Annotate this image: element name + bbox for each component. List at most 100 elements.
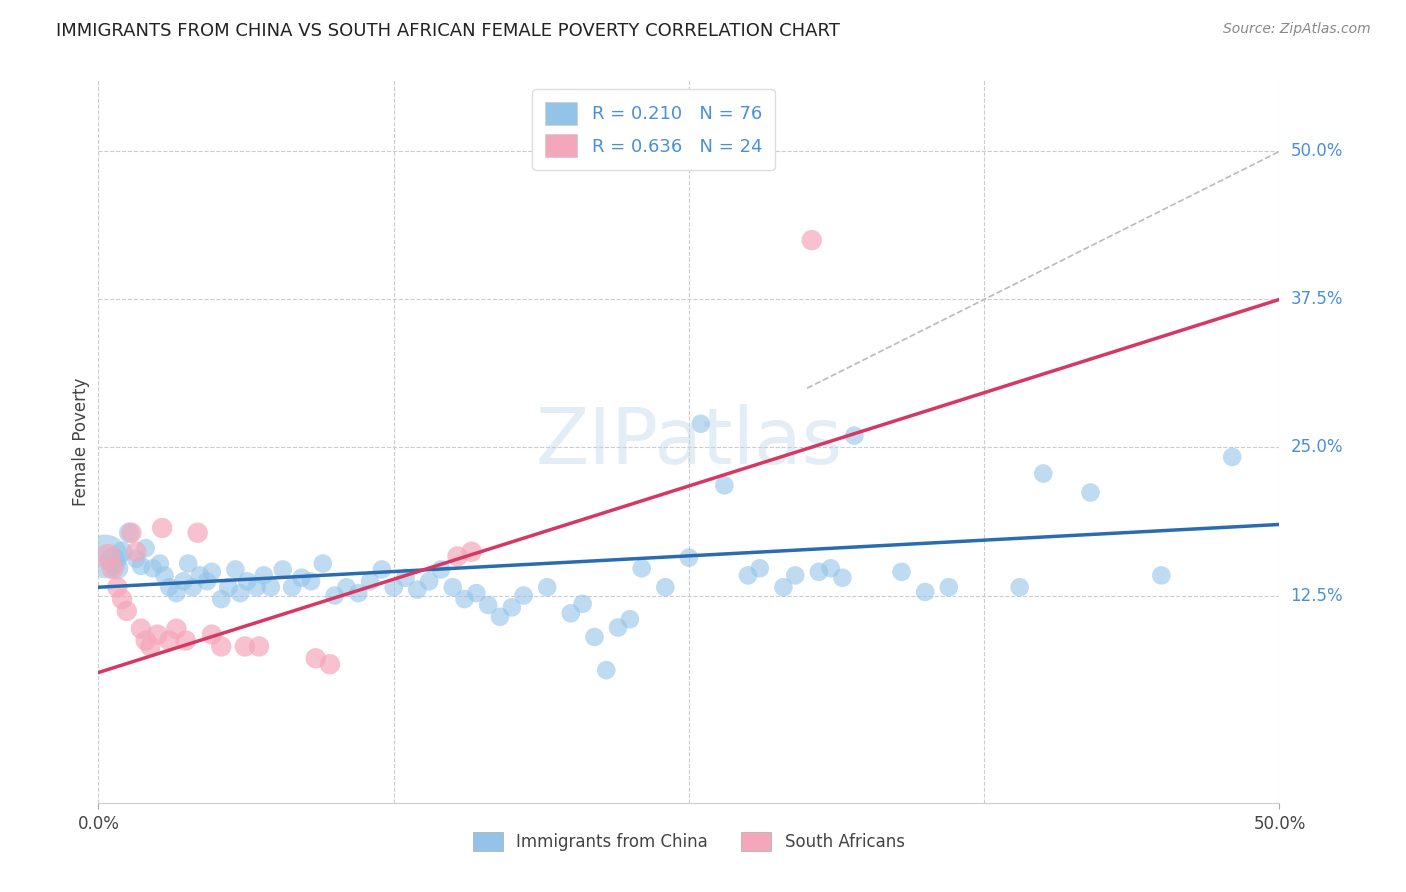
Text: ZIPatlas: ZIPatlas — [536, 403, 842, 480]
Point — [177, 557, 200, 571]
Point — [157, 580, 180, 594]
Point — [247, 640, 270, 654]
Point — [571, 597, 593, 611]
Point — [1150, 568, 1173, 582]
Point — [149, 557, 172, 571]
Point — [94, 549, 117, 564]
Point — [430, 562, 453, 576]
Point — [142, 561, 165, 575]
Point — [465, 586, 488, 600]
Point — [111, 592, 134, 607]
Point — [382, 580, 405, 594]
Text: 25.0%: 25.0% — [1291, 439, 1343, 457]
Point — [335, 580, 357, 594]
Point — [512, 589, 534, 603]
Point — [172, 574, 194, 589]
Point — [121, 525, 143, 540]
Point — [153, 568, 176, 582]
Point — [253, 568, 276, 582]
Point — [844, 428, 866, 442]
Point — [1032, 467, 1054, 481]
Point — [125, 551, 148, 566]
Point — [157, 633, 180, 648]
Point — [630, 561, 652, 575]
Point — [129, 558, 152, 573]
Point — [101, 553, 124, 567]
Legend: Immigrants from China, South Africans: Immigrants from China, South Africans — [465, 823, 912, 860]
Point — [299, 574, 322, 589]
Point — [406, 582, 429, 597]
Point — [115, 604, 138, 618]
Point — [1008, 580, 1031, 594]
Point — [453, 592, 475, 607]
Point — [1220, 450, 1243, 464]
Text: 37.5%: 37.5% — [1291, 291, 1343, 309]
Point — [281, 580, 304, 594]
Point — [607, 620, 630, 634]
Point — [105, 580, 128, 594]
Point — [105, 561, 128, 575]
Point — [654, 580, 676, 594]
Point — [501, 600, 523, 615]
Point — [489, 610, 512, 624]
Point — [460, 544, 482, 558]
Point — [165, 586, 187, 600]
Point — [418, 574, 440, 589]
Point — [188, 568, 211, 582]
Point — [150, 521, 173, 535]
Point — [260, 580, 283, 594]
Point — [246, 580, 269, 594]
Point — [441, 580, 464, 594]
Text: 50.0%: 50.0% — [1291, 143, 1343, 161]
Point — [209, 640, 232, 654]
Point — [146, 627, 169, 641]
Point — [371, 562, 394, 576]
Point — [536, 580, 558, 594]
Point — [139, 640, 162, 654]
Point — [305, 651, 328, 665]
Point — [319, 657, 342, 672]
Point — [772, 580, 794, 594]
Point — [347, 586, 370, 600]
Point — [165, 622, 187, 636]
Point — [312, 557, 335, 571]
Point — [233, 640, 256, 654]
Point — [129, 622, 152, 636]
Point — [181, 580, 204, 594]
Point — [583, 630, 606, 644]
Point — [800, 233, 823, 247]
Point — [619, 612, 641, 626]
Point — [914, 585, 936, 599]
Point — [785, 568, 807, 582]
Text: 12.5%: 12.5% — [1291, 587, 1343, 605]
Point — [595, 663, 617, 677]
Point — [229, 586, 252, 600]
Point — [135, 541, 157, 556]
Point — [201, 565, 224, 579]
Point — [359, 574, 381, 589]
Point — [394, 571, 416, 585]
Point — [1080, 485, 1102, 500]
Point — [737, 568, 759, 582]
Point — [187, 525, 209, 540]
Text: Source: ZipAtlas.com: Source: ZipAtlas.com — [1223, 22, 1371, 37]
Point — [195, 574, 218, 589]
Text: IMMIGRANTS FROM CHINA VS SOUTH AFRICAN FEMALE POVERTY CORRELATION CHART: IMMIGRANTS FROM CHINA VS SOUTH AFRICAN F… — [56, 22, 841, 40]
Point — [831, 571, 853, 585]
Point — [97, 549, 120, 564]
Point — [820, 561, 842, 575]
Point — [217, 580, 239, 594]
Point — [713, 478, 735, 492]
Point — [118, 525, 141, 540]
Point — [890, 565, 912, 579]
Point — [271, 562, 294, 576]
Point — [477, 598, 499, 612]
Point — [174, 633, 197, 648]
Point — [678, 550, 700, 565]
Point — [807, 565, 830, 579]
Point — [689, 417, 711, 431]
Point — [125, 544, 148, 558]
Point — [446, 549, 468, 564]
Point — [101, 561, 124, 575]
Point — [938, 580, 960, 594]
